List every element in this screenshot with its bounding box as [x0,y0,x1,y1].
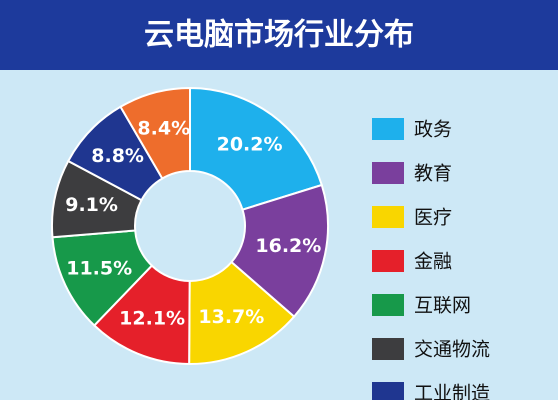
chart-title: 云电脑市场行业分布 [144,18,414,53]
legend-label: 政务 [414,119,452,141]
legend-label: 交通物流 [414,339,490,361]
legend-label: 教育 [414,163,452,185]
donut-segment [230,183,329,319]
donut-segment [119,86,191,180]
data-label: 8.4% [137,117,190,139]
title-banner [0,0,558,70]
legend-swatch [372,382,404,400]
donut-segment [189,86,324,211]
legend-swatch [372,118,404,140]
legend-label: 医疗 [414,207,452,229]
data-label: 11.5% [66,258,132,280]
legend-label: 互联网 [414,295,471,317]
data-label: 8.8% [91,145,144,167]
data-label: 12.1% [119,308,185,330]
legend-swatch [372,162,404,184]
legend-label: 金融 [414,251,452,273]
legend-label: 工业制造 [414,383,490,400]
legend-swatch [372,250,404,272]
data-label: 20.2% [217,134,283,156]
data-label: 13.7% [198,306,264,328]
legend-swatch [372,206,404,228]
legend-swatch [372,338,404,360]
data-label: 16.2% [255,235,321,257]
donut-segment [188,260,296,365]
data-label: 9.1% [65,194,118,216]
legend-swatch [372,294,404,316]
